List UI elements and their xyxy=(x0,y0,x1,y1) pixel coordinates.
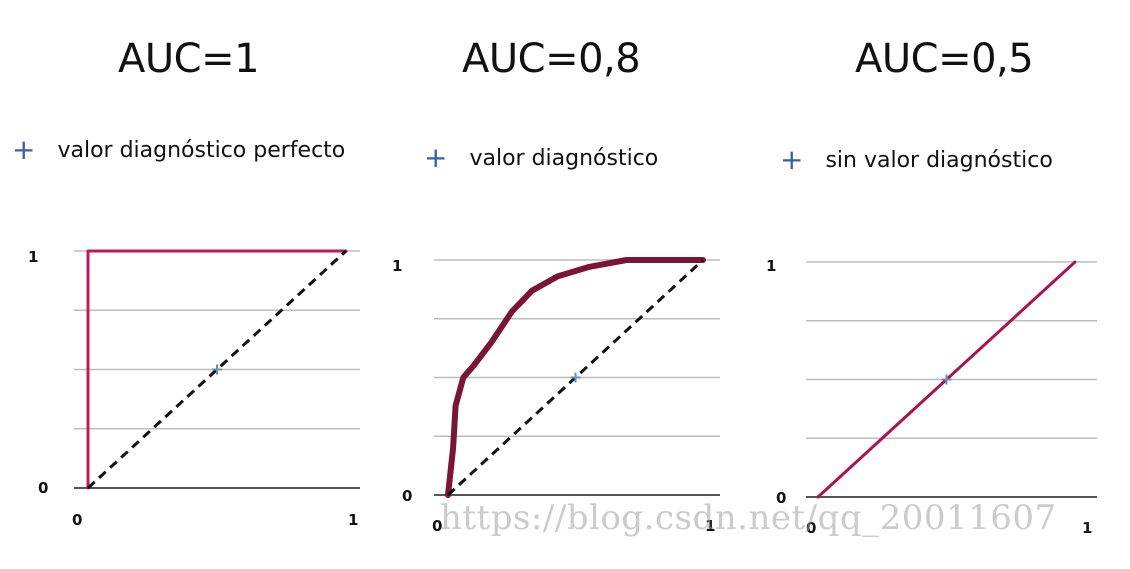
x-tick-label: 1 xyxy=(1082,519,1092,537)
roc-curve xyxy=(86,249,348,490)
subtitle-text: valor diagnóstico perfecto xyxy=(57,137,346,163)
panel-auc-0-8: AUC=0,8 + valor diagnóstico xyxy=(380,0,760,569)
x-tick-label: 0 xyxy=(72,511,82,529)
x-tick-label: 0 xyxy=(806,519,816,537)
chart-subtitle: + sin valor diagnóstico xyxy=(780,146,1053,174)
y-tick-label: 1 xyxy=(28,248,38,266)
x-tick-label: 1 xyxy=(348,511,358,529)
y-tick-label: 1 xyxy=(392,257,402,275)
y-tick-label: 0 xyxy=(776,489,786,507)
reference-diagonal xyxy=(86,249,348,490)
subtitle-text: valor diagnóstico xyxy=(469,145,659,171)
watermark: https://blog.csdn.net/qq_20011607 xyxy=(440,498,1057,538)
x-tick-label: 1 xyxy=(705,517,715,535)
y-tick-label: 0 xyxy=(402,487,412,505)
x-tick-label: 0 xyxy=(432,517,442,535)
plus-icon: + xyxy=(12,133,36,166)
y-tick-label: 0 xyxy=(38,479,48,497)
subtitle-text: sin valor diagnóstico xyxy=(825,147,1053,173)
chart-subtitle: + valor diagnóstico perfecto xyxy=(12,136,345,164)
y-tick-label: 1 xyxy=(766,257,776,275)
panel-auc-0-5: AUC=0,5 + sin valor diagnóstico xyxy=(760,0,1130,569)
plus-icon: + xyxy=(424,141,448,174)
chart-title: AUC=1 xyxy=(118,36,260,82)
plus-icon: + xyxy=(780,143,804,176)
panel-auc-1: AUC=1 + valor diagnóstico perfecto xyxy=(0,0,380,569)
chart-title: AUC=0,8 xyxy=(462,36,641,82)
roc-curve xyxy=(445,257,706,498)
chart-title: AUC=0,5 xyxy=(855,36,1034,82)
chart-subtitle: + valor diagnóstico xyxy=(424,144,658,172)
